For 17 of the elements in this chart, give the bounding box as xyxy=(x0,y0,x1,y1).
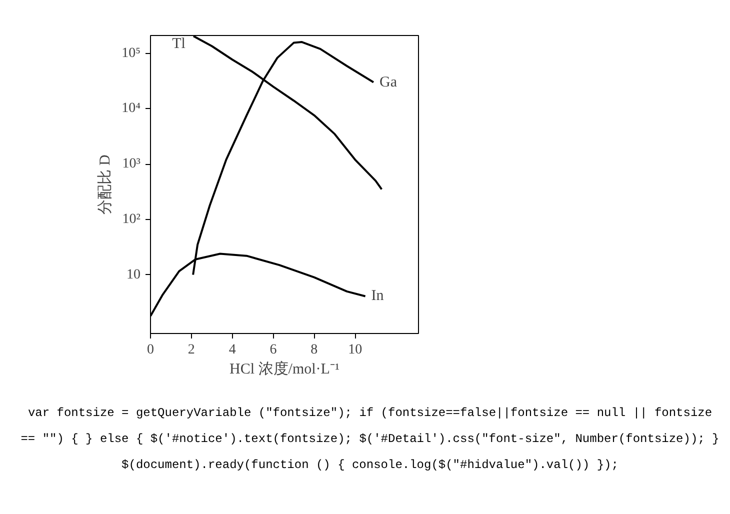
x-tick-label: 4 xyxy=(228,342,236,358)
y-axis-title: 分配比 D xyxy=(96,154,114,214)
x-axis-title: HCl 浓度/mol·L⁻¹ xyxy=(230,360,340,378)
x-tick-label: 2 xyxy=(188,342,195,358)
text: var fontsize = getQueryVariable ("fontsize"); if (fontsize==false||fontsize == null || fontsize == "") { } else { $('#notice').text(fontsize); $('#Detail').css("font-size", Number(fontsize)); } $(document).ready(function () { console.log($("#hidvalue").val()) }); xyxy=(20,405,720,474)
x-tick-label: 8 xyxy=(310,342,318,358)
series-label: Ga xyxy=(379,74,398,90)
x-tick-label: 0 xyxy=(147,342,154,358)
legend-label: Tl xyxy=(172,36,186,52)
y-tick-label: 10³ xyxy=(122,156,141,172)
y-tick-label: 10² xyxy=(122,212,141,227)
x-tick-label: 6 xyxy=(270,342,277,358)
y-tick-label: 10⁴ xyxy=(122,101,141,116)
x-tick-label: 10 xyxy=(348,342,362,358)
y-tick-label: 10 xyxy=(126,267,140,282)
series-label: In xyxy=(371,288,384,304)
y-tick-label: 10⁵ xyxy=(122,46,141,61)
